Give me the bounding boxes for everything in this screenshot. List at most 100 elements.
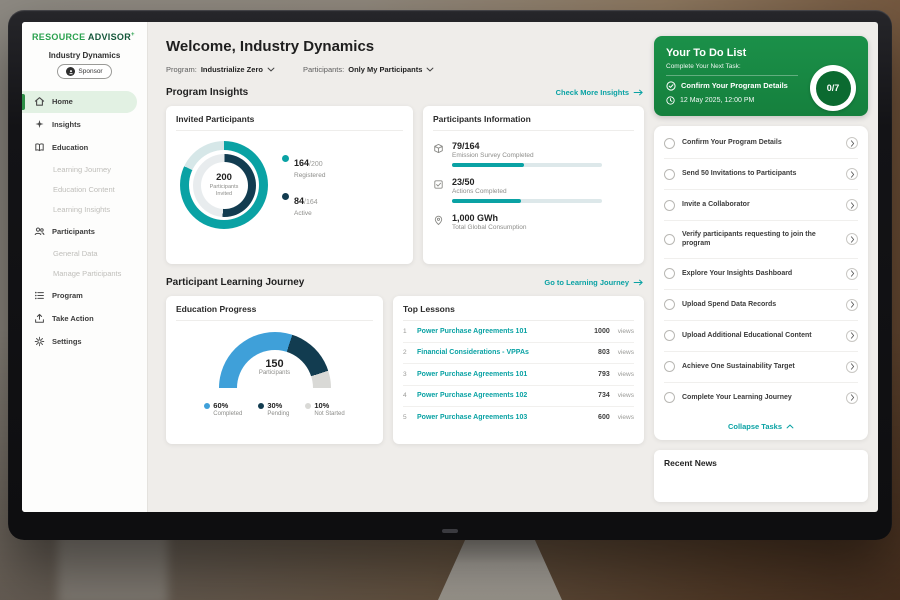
legend-total: /164 (304, 199, 318, 206)
legend-dot (282, 155, 289, 162)
legend-item-registered: 164/200 Registered (282, 153, 325, 179)
sidebar-item-participants[interactable]: Participants (22, 221, 137, 243)
sidebar-item-take-action[interactable]: Take Action (22, 308, 137, 330)
lesson-title-link[interactable]: Power Purchase Agreements 101 (417, 327, 528, 335)
task-checkbox[interactable] (664, 361, 675, 373)
sidebar-item-home[interactable]: Home (22, 90, 137, 113)
card-title: Top Lessons (403, 304, 634, 321)
program-insights-header: Program Insights Check More Insights (166, 87, 644, 98)
actions-progress-row: 23/50 Actions Completed (433, 177, 634, 203)
task-row[interactable]: Invite a Collaborator (664, 190, 858, 221)
chevron-right-icon[interactable] (846, 137, 858, 149)
task-checkbox[interactable] (664, 330, 675, 342)
chevron-right-icon[interactable] (846, 360, 858, 373)
lesson-title-link[interactable]: Power Purchase Agreements 101 (417, 370, 528, 378)
task-row[interactable]: Confirm Your Program Details (664, 128, 858, 159)
lesson-row[interactable]: 2 Financial Considerations - VPPAs 803 vi… (403, 343, 634, 364)
task-label: Achieve One Sustainability Target (682, 363, 795, 371)
chevron-right-icon[interactable] (846, 391, 858, 404)
lesson-row[interactable]: 4 Power Purchase Agreements 102 734 views (403, 386, 634, 407)
sidebar-item-program[interactable]: Program (22, 285, 137, 307)
sidebar-item-manage-participants[interactable]: Manage Participants (22, 264, 147, 284)
participants-dropdown[interactable]: Participants: Only My Participants (303, 65, 434, 74)
monitor-stand (438, 534, 562, 600)
legend-pct: 60% (213, 401, 229, 410)
task-checkbox[interactable] (664, 168, 675, 180)
gauge-legend: 60% Completed 30% Pending 10% Not Starte… (176, 401, 373, 417)
task-checkbox[interactable] (664, 233, 675, 245)
check-more-insights-link[interactable]: Check More Insights (556, 88, 644, 97)
task-label: Upload Spend Data Records (682, 301, 777, 309)
legend-value: 84 (294, 196, 305, 206)
task-checkbox[interactable] (664, 299, 675, 311)
chevron-right-icon[interactable] (846, 267, 858, 280)
org-name: Industry Dynamics (48, 51, 121, 60)
todo-next-task-label: Confirm Your Program Details (681, 81, 788, 91)
lesson-title-link[interactable]: Financial Considerations - VPPAs (417, 349, 529, 357)
lesson-row[interactable]: 1 Power Purchase Agreements 101 1000 view… (403, 321, 634, 343)
todo-tasks-card: Confirm Your Program Details Send 50 Inv… (654, 126, 868, 440)
sidebar-item-settings[interactable]: Settings (22, 331, 137, 353)
sidebar-item-learning-insights[interactable]: Learning Insights (22, 200, 147, 220)
task-row[interactable]: Upload Spend Data Records (664, 290, 858, 321)
todo-next-task[interactable]: Confirm Your Program Details (666, 81, 808, 91)
sidebar-subitem-label: Learning Journey (53, 165, 111, 174)
task-row[interactable]: Complete Your Learning Journey (664, 383, 858, 413)
task-checkbox[interactable] (664, 137, 675, 149)
invited-participants-card: Invited Participants 200 Participants In… (166, 106, 413, 264)
collapse-tasks-button[interactable]: Collapse Tasks (664, 413, 858, 436)
legend-item-not-started: 10% Not Started (305, 401, 345, 417)
lesson-rank: 4 (403, 392, 407, 400)
sponsor-badge-label: Sponsor (78, 68, 103, 75)
invited-donut-inner-ring: 200 Participants Invited (192, 153, 256, 217)
task-checkbox[interactable] (664, 199, 675, 211)
todo-progress-ring: 0/7 (810, 65, 856, 111)
map-pin-icon (433, 215, 444, 226)
lesson-row[interactable]: 3 Power Purchase Agreements 101 793 views (403, 364, 634, 386)
insights-cards-row: Invited Participants 200 Participants In… (166, 106, 644, 264)
task-row[interactable]: Explore Your Insights Dashboard (664, 259, 858, 290)
task-row[interactable]: Send 50 Invitations to Participants (664, 159, 858, 190)
legend-item-active: 84/164 Active (282, 191, 325, 217)
task-checkbox[interactable] (664, 268, 675, 280)
lesson-title-link[interactable]: Power Purchase Agreements 102 (417, 392, 528, 400)
legend-label: Not Started (314, 411, 345, 417)
sponsor-badge[interactable]: Sponsor (57, 64, 112, 79)
sidebar-item-general-data[interactable]: General Data (22, 244, 147, 264)
card-title: Invited Participants (176, 114, 403, 131)
sidebar-item-education[interactable]: Education (22, 137, 137, 159)
task-row[interactable]: Upload Additional Educational Content (664, 321, 858, 352)
go-to-learning-journey-link[interactable]: Go to Learning Journey (544, 278, 644, 287)
sidebar-item-insights[interactable]: Insights (22, 114, 137, 136)
sidebar-item-education-content[interactable]: Education Content (22, 180, 147, 200)
check-square-icon (433, 179, 444, 190)
task-row[interactable]: Achieve One Sustainability Target (664, 352, 858, 383)
lesson-views-suffix: views (617, 327, 634, 335)
sidebar-nav: Home Insights Education Learning Journey… (22, 90, 147, 353)
chevron-right-icon[interactable] (846, 168, 858, 180)
task-label: Confirm Your Program Details (682, 139, 782, 147)
task-label: Upload Additional Educational Content (682, 332, 812, 340)
sidebar-subitem-label: Manage Participants (53, 269, 122, 278)
survey-progress-row: 79/164 Emission Survey Completed (433, 141, 634, 167)
lesson-row[interactable]: 5 Power Purchase Agreements 103 600 views (403, 407, 634, 429)
legend-label: Registered (294, 172, 326, 179)
arrow-right-icon (633, 279, 644, 286)
link-label: Check More Insights (555, 88, 629, 97)
chevron-right-icon[interactable] (846, 233, 858, 246)
chevron-down-icon (426, 67, 434, 72)
donut-center-value: 200 (216, 172, 232, 184)
sidebar-item-label: Home (52, 97, 73, 106)
filters-row: Program: Industrialize Zero Participants… (166, 65, 654, 74)
chevron-right-icon[interactable] (846, 199, 858, 211)
lesson-title-link[interactable]: Power Purchase Agreements 103 (417, 414, 528, 422)
chevron-right-icon[interactable] (846, 329, 858, 342)
sidebar-item-learning-journey[interactable]: Learning Journey (22, 160, 147, 180)
program-dropdown[interactable]: Program: Industrialize Zero (166, 65, 275, 74)
task-row[interactable]: Verify participants requesting to join t… (664, 221, 858, 259)
consumption-row: 1,000 GWh Total Global Consumption (433, 213, 634, 231)
legend-label: Pending (267, 411, 290, 417)
task-checkbox[interactable] (664, 392, 675, 404)
chevron-right-icon[interactable] (846, 298, 858, 311)
legend-item-completed: 60% Completed (204, 401, 242, 417)
